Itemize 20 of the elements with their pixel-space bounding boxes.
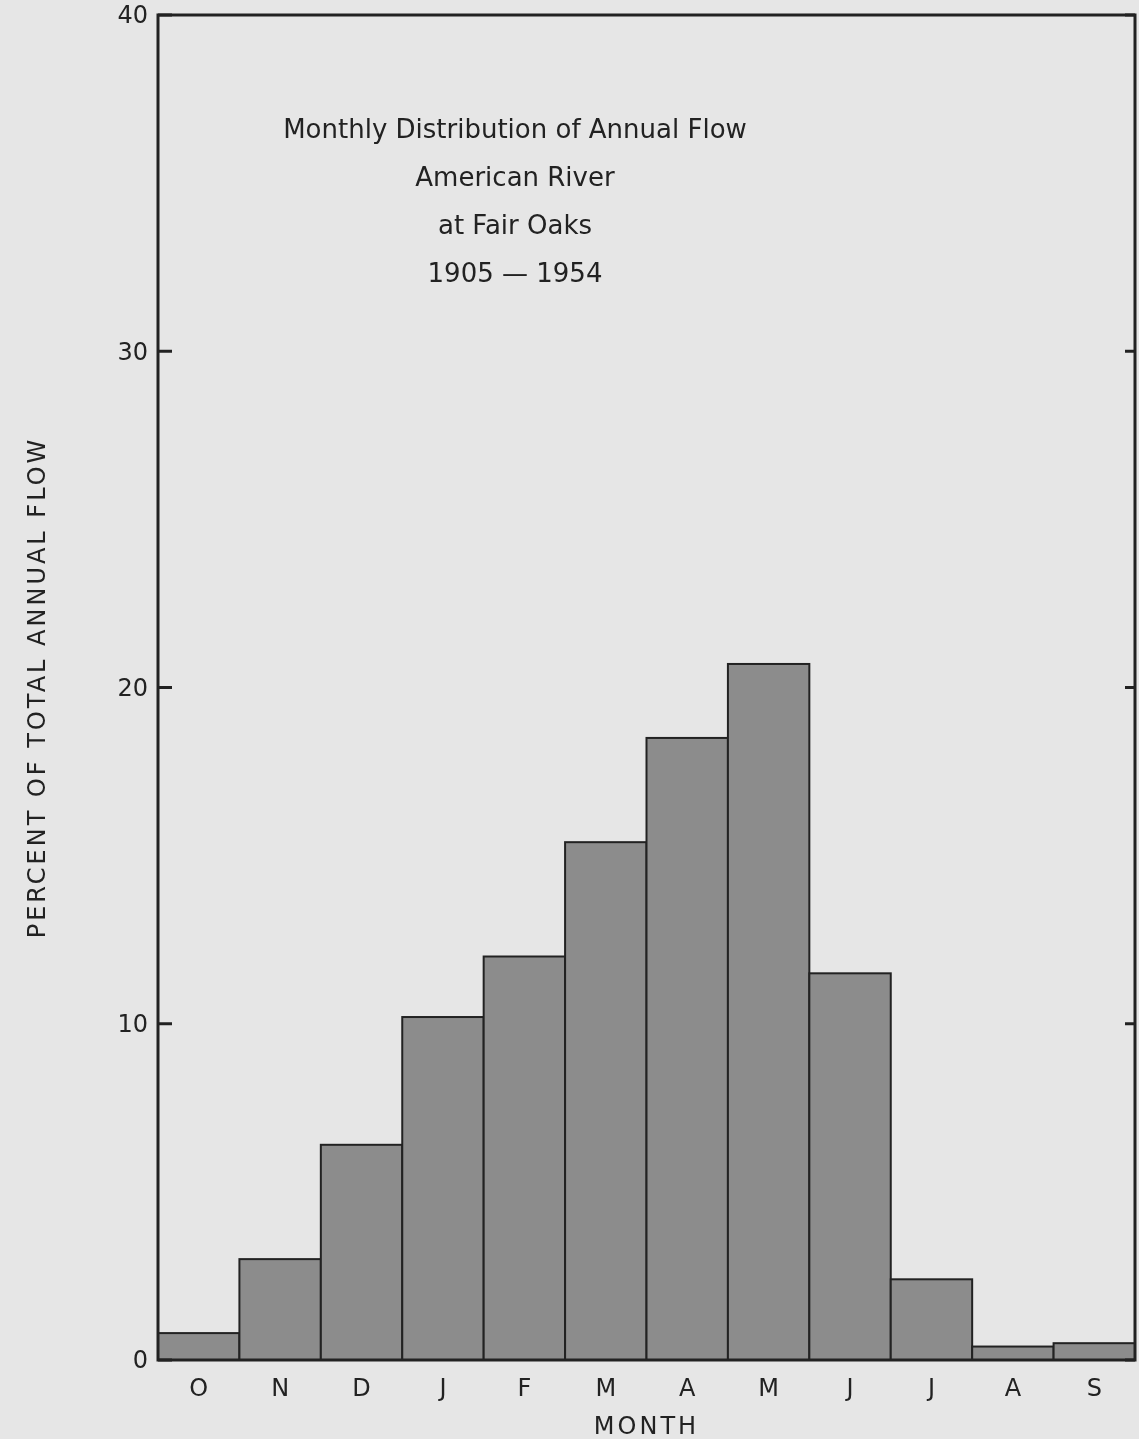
x-tick-label: O (189, 1374, 209, 1402)
y-tick-label: 20 (117, 673, 148, 702)
y-tick-label: 0 (132, 1346, 148, 1375)
x-axis-title: MONTH (593, 1412, 700, 1439)
x-tick-label: J (844, 1374, 854, 1402)
x-tick-label: M (758, 1374, 779, 1402)
y-tick-label: 10 (117, 1010, 148, 1039)
x-tick-label: J (437, 1374, 447, 1402)
x-tick-label: A (1004, 1374, 1022, 1402)
x-tick-label: S (1086, 1374, 1102, 1402)
x-tick-label: D (352, 1374, 371, 1402)
x-tick-label: N (271, 1374, 290, 1402)
y-tick-label: 30 (117, 337, 148, 366)
x-tick-label: F (517, 1374, 532, 1402)
x-tick-label: M (595, 1374, 617, 1402)
text: Monthly Distribution of Annual Flow American River at Fair Oaks 1905 — 1954 (283, 114, 747, 288)
y-axis-title: PERCENT OF TOTAL ANNUAL FLOW (23, 436, 51, 939)
y-tick-label: 40 (117, 1, 148, 30)
x-tick-label: J (925, 1374, 935, 1402)
x-tick-label: A (679, 1374, 696, 1402)
